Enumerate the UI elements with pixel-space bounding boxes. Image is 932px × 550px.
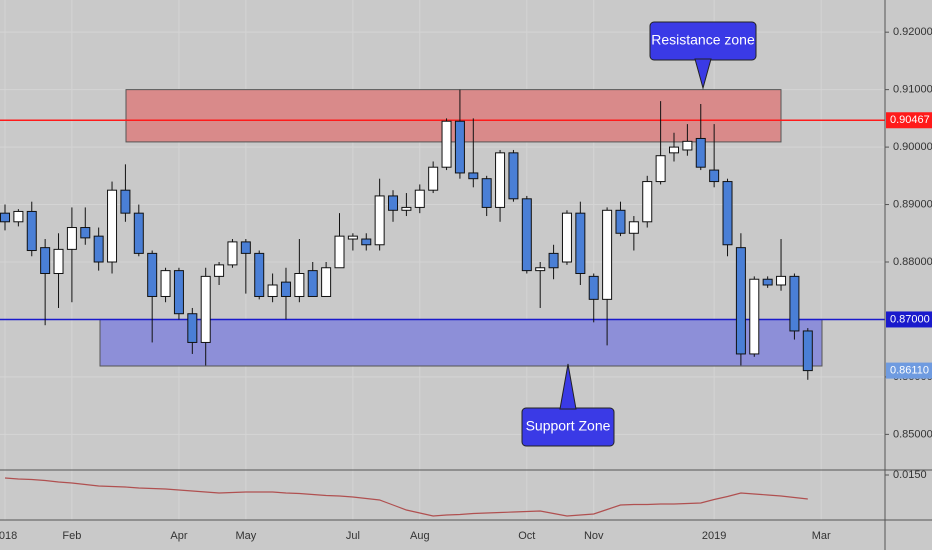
x-tick-label: Apr	[170, 530, 187, 542]
candle-body	[40, 247, 51, 274]
candle-body	[227, 241, 238, 266]
candle-body	[334, 235, 345, 269]
candle-body	[789, 275, 800, 332]
candle-body	[722, 181, 733, 246]
candle-body	[13, 210, 24, 223]
candle-body	[26, 210, 37, 252]
candle-body	[254, 252, 265, 297]
candle-body	[361, 238, 372, 246]
candle-body	[401, 206, 412, 211]
candle-body	[267, 284, 278, 297]
candle-body	[347, 235, 358, 240]
candle-body	[53, 248, 64, 274]
y-tick-label: 0.90000	[893, 141, 932, 153]
y-tick-label: 0.92000	[893, 26, 932, 38]
candle-body	[133, 212, 144, 254]
candle-body	[776, 275, 787, 286]
candle-body	[93, 235, 104, 263]
candle-body	[521, 198, 532, 272]
candle-body	[709, 169, 720, 183]
candle-body	[669, 146, 679, 154]
x-tick-label: Jul	[346, 530, 360, 542]
candle-body	[628, 221, 639, 234]
candle-body	[642, 181, 653, 223]
candle-body	[508, 152, 519, 200]
candle-body	[307, 270, 318, 297]
candle-body	[173, 270, 184, 315]
x-tick-label: 2019	[702, 530, 726, 542]
callout-pointer	[694, 58, 712, 90]
price-label: 0.90467	[890, 114, 930, 126]
zone	[125, 89, 782, 143]
price-label: 0.87000	[890, 313, 930, 325]
y-tick-label: 0.85000	[893, 428, 932, 440]
candle-body	[468, 172, 479, 180]
x-tick-label: Oct	[518, 530, 535, 542]
candle-body	[481, 178, 492, 208]
y2-tick-label: 0.0150	[893, 469, 927, 481]
candle-body	[160, 270, 171, 297]
candle-body	[428, 166, 439, 191]
x-tick-label: May	[235, 530, 256, 542]
candle-body	[107, 189, 118, 263]
price-label-box	[886, 311, 932, 328]
candle-body	[655, 155, 666, 183]
candle-body	[441, 120, 452, 168]
candle-body	[214, 264, 225, 277]
candle-body	[495, 152, 506, 208]
candle-body	[802, 330, 813, 372]
candle-body	[535, 267, 546, 272]
candle-body	[749, 278, 760, 355]
zone	[99, 318, 823, 367]
candle-body	[120, 189, 131, 214]
indicator-line	[4, 477, 808, 517]
callout-pointer	[559, 363, 577, 410]
candle-body	[695, 137, 706, 168]
candle-body	[548, 252, 559, 269]
x-tick-label: Feb	[62, 530, 81, 542]
candle-body	[294, 272, 305, 297]
candle-body	[575, 212, 586, 274]
price-label-box	[886, 362, 932, 379]
callout-label: Resistance zone	[651, 32, 755, 48]
candle-body	[321, 267, 332, 297]
candle-body	[762, 278, 773, 286]
x-tick-label: Nov	[584, 530, 604, 542]
candle-body	[388, 195, 399, 211]
y-tick-label: 0.89000	[893, 198, 932, 210]
candle-body	[588, 275, 599, 300]
candle-body	[602, 209, 613, 300]
candle-body	[561, 212, 572, 263]
candle-body	[240, 241, 251, 254]
price-label-box	[886, 112, 932, 129]
x-tick-label: Mar	[812, 530, 831, 542]
candle-body	[454, 120, 465, 174]
price-label: 0.86110	[890, 365, 929, 377]
candle-body	[280, 281, 291, 297]
y-tick-label: 0.88000	[893, 256, 932, 268]
candle-body	[147, 252, 158, 297]
candle-body	[187, 313, 198, 343]
candle-body	[0, 212, 10, 223]
callout-label: Support Zone	[526, 418, 611, 434]
candle-body	[66, 227, 77, 250]
candle-body	[374, 195, 385, 246]
candle-body	[200, 275, 211, 343]
candle-body	[80, 227, 91, 239]
candle-body	[735, 247, 746, 355]
candle-body	[414, 189, 425, 208]
candle-body	[682, 140, 693, 151]
y-tick-label: 0.91000	[893, 84, 932, 96]
x-tick-label: Aug	[410, 530, 430, 542]
candle-body	[615, 209, 626, 234]
x-tick-label: 2018	[0, 530, 17, 542]
